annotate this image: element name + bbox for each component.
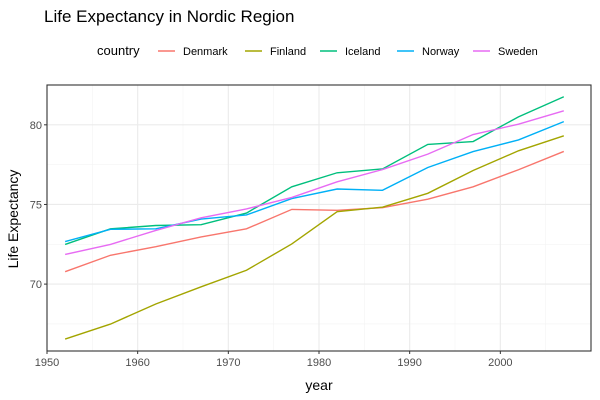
legend: country Denmark Finland Iceland Norway Swede…	[97, 43, 538, 58]
x-tick-label: 2000	[488, 357, 512, 369]
legend-label-finland: Finland	[270, 46, 306, 58]
series-line-norway	[64, 120, 565, 243]
series-line-denmark	[64, 150, 565, 273]
chart-title: Life Expectancy in Nordic Region	[44, 7, 294, 26]
series-line-finland	[64, 135, 565, 340]
legend-title: country	[97, 43, 140, 58]
legend-label-iceland: Iceland	[345, 46, 380, 58]
series-line-sweden	[64, 110, 564, 256]
series-line-iceland	[64, 96, 565, 246]
x-tick-label: 1990	[397, 357, 421, 369]
y-tick-label: 75	[30, 199, 42, 211]
y-tick-label: 80	[30, 120, 42, 132]
x-axis-title: year	[305, 377, 333, 393]
x-tick-label: 1980	[307, 357, 331, 369]
plot-area: 1950 1960 1970 1980 1990 2000 70 75 80	[30, 84, 592, 369]
y-axis-title: Life Expectancy	[5, 170, 21, 269]
legend-label-sweden: Sweden	[498, 46, 538, 58]
legend-label-denmark: Denmark	[183, 46, 228, 58]
x-tick-label: 1970	[216, 357, 240, 369]
x-tick-label: 1960	[125, 357, 149, 369]
y-tick-label: 70	[30, 279, 42, 291]
x-tick-label: 1950	[35, 357, 59, 369]
legend-label-norway: Norway	[422, 46, 460, 58]
